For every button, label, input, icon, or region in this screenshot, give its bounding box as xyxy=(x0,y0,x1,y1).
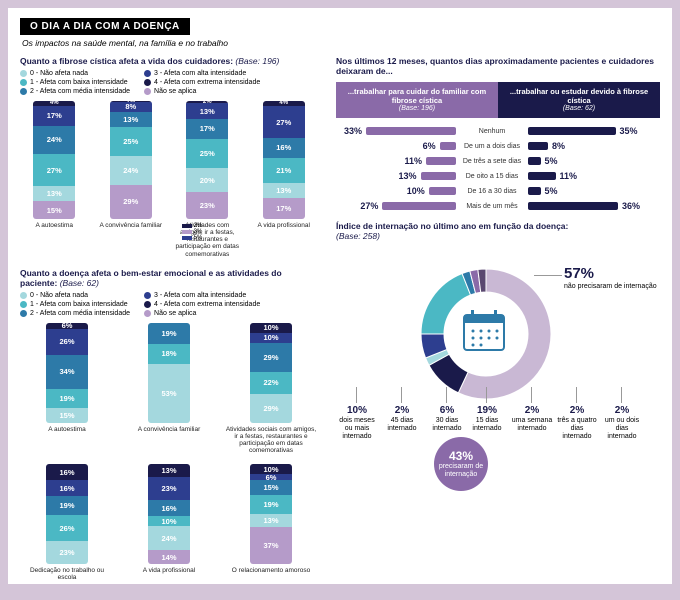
s2-bars-row1: 6%26%34%19%15%A autoestima19%18%53%2%3%5… xyxy=(20,323,318,455)
s4-title: Índice de internação no último ano em fu… xyxy=(336,221,660,241)
right-column: Nos últimos 12 meses, quantos dias aprox… xyxy=(336,56,660,592)
s1-legend: 0 - Não afeta nada1 - Afeta com baixa in… xyxy=(20,70,318,95)
donut-chart: 57%não precisaram de internação 10%dois … xyxy=(336,247,660,482)
infographic-page: O DIA A DIA COM A DOENÇA Os impactos na … xyxy=(8,8,672,584)
s2-title: Quanto a doença afeta o bem-estar emocio… xyxy=(20,268,318,288)
main-callout: 57%não precisaram de internação xyxy=(564,265,657,290)
s3-tab-left: ...trabalhar para cuidar do familiar com… xyxy=(336,82,498,118)
s1-bars: 4%17%24%27%13%15%A autoestima1%8%13%25%2… xyxy=(20,101,318,258)
left-column: Quanto a fibrose cística afeta a vida do… xyxy=(20,56,318,592)
badge: 43%precisaram de internação xyxy=(434,437,488,491)
calendar-icon xyxy=(459,305,509,355)
s3-tabs: ...trabalhar para cuidar do familiar com… xyxy=(336,82,660,118)
s1-title: Quanto a fibrose cística afeta a vida do… xyxy=(20,56,318,66)
s3-tab-right: ...trabalhar ou estudar devido à fibrose… xyxy=(498,82,660,118)
s2-bars-row2: 16%16%19%26%23%Dedicação no trabalho ou … xyxy=(20,464,318,581)
header-title: O DIA A DIA COM A DOENÇA xyxy=(20,18,190,35)
s3-title: Nos últimos 12 meses, quantos dias aprox… xyxy=(336,56,660,76)
header-subtitle: Os impactos na saúde mental, na família … xyxy=(22,38,660,48)
s2-legend: 0 - Não afeta nada1 - Afeta com baixa in… xyxy=(20,292,318,317)
s3-rows: 33%Nenhum35%6%De um a dois dias8%11%De t… xyxy=(336,126,660,211)
